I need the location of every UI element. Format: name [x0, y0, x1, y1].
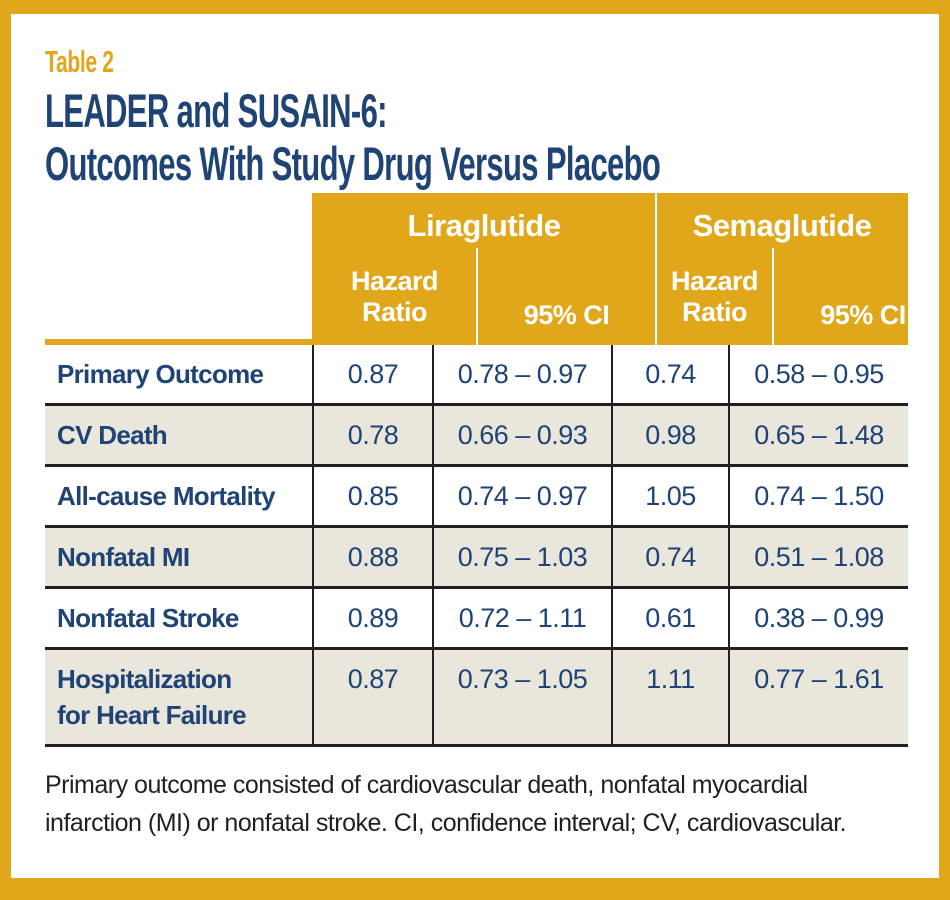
- cell-value: 0.98: [611, 406, 728, 464]
- cell-value: 0.77 – 1.61: [728, 650, 908, 744]
- row-label: All-cause Mortality: [57, 481, 276, 511]
- row-label: Nonfatal MI: [57, 542, 190, 572]
- cell-value: 0.58 – 0.95: [728, 345, 908, 403]
- frame-left-bar: [0, 0, 11, 900]
- cell-value: 0.74: [611, 528, 728, 586]
- table-number-label: Table 2: [45, 44, 114, 79]
- row-label: Hospitalization for Heart Failure: [57, 664, 247, 730]
- table-body: Primary Outcome 0.87 0.78 – 0.97 0.74 0.58 –…: [45, 345, 908, 747]
- group-header-semaglutide: Semaglutide: [692, 208, 872, 243]
- label-column-gold-underline: [45, 339, 312, 345]
- table-row: Nonfatal MI 0.88 0.75 – 1.03 0.74 0.51 – 1.0…: [45, 525, 908, 586]
- table-row: Hospitalization for Heart Failure 0.87 0.7…: [45, 647, 908, 744]
- row-label: CV Death: [57, 420, 168, 450]
- header-subcolumn-divider-2: [772, 248, 774, 345]
- cell-value: 0.51 – 1.08: [728, 528, 908, 586]
- cell-value: 0.65 – 1.48: [728, 406, 908, 464]
- frame-top-bar: [0, 0, 950, 14]
- cell-value: 0.74 – 1.50: [728, 467, 908, 525]
- header-subcolumn-divider-1: [476, 248, 478, 345]
- cell-value: 0.89: [312, 589, 432, 647]
- column-header-ci-liraglutide: 95% CI: [523, 300, 610, 330]
- cell-value: 1.05: [611, 467, 728, 525]
- row-label: Nonfatal Stroke: [57, 603, 239, 633]
- cell-value: 0.87: [312, 345, 432, 403]
- table-footnote: Primary outcome consisted of cardiovascu…: [45, 771, 847, 837]
- cell-value: 0.66 – 0.93: [432, 406, 611, 464]
- header-group-divider: [655, 193, 657, 345]
- column-header-ci-semaglutide: 95% CI: [820, 300, 906, 330]
- cell-value: 0.74 – 0.97: [432, 467, 611, 525]
- table-row: Nonfatal Stroke 0.89 0.72 – 1.11 0.61 0.38 –…: [45, 586, 908, 647]
- cell-value: 0.87: [312, 650, 432, 744]
- cell-value: 0.73 – 1.05: [432, 650, 611, 744]
- table-row: CV Death 0.78 0.66 – 0.93 0.98 0.65 – 1.48: [45, 403, 908, 464]
- title-line-2: Outcomes With Study Drug Versus Placebo: [45, 137, 661, 190]
- column-header-hazard-ratio-semaglutide: Hazard Ratio: [670, 265, 759, 327]
- cell-value: 0.38 – 0.99: [728, 589, 908, 647]
- title-line-1: LEADER and SUSAIN-6:: [45, 84, 387, 137]
- cell-value: 0.88: [312, 528, 432, 586]
- cell-value: 0.85: [312, 467, 432, 525]
- page-title: LEADER and SUSAIN-6: Outcomes With Study…: [45, 84, 950, 190]
- header-gold-block: [312, 193, 908, 345]
- frame-right-bar: [939, 0, 950, 900]
- frame-bottom-bar: [0, 878, 950, 900]
- cell-value: 0.78: [312, 406, 432, 464]
- cell-value: 0.75 – 1.03: [432, 528, 611, 586]
- table-row: Primary Outcome 0.87 0.78 – 0.97 0.74 0.58 –…: [45, 345, 908, 403]
- table-header: Liraglutide Semaglutide Hazard Ratio 95%…: [45, 193, 908, 345]
- cell-value: 0.61: [611, 589, 728, 647]
- column-header-hazard-ratio-liraglutide: Hazard Ratio: [350, 265, 439, 327]
- row-label: Primary Outcome: [57, 359, 264, 389]
- cell-value: 0.74: [611, 345, 728, 403]
- cell-value: 0.72 – 1.11: [432, 589, 611, 647]
- table-row: All-cause Mortality 0.85 0.74 – 0.97 1.05 0.…: [45, 464, 908, 525]
- cell-value: 1.11: [611, 650, 728, 744]
- outcomes-table: Liraglutide Semaglutide Hazard Ratio 95%…: [45, 193, 908, 747]
- cell-value: 0.78 – 0.97: [432, 345, 611, 403]
- group-header-liraglutide: Liraglutide: [407, 208, 561, 243]
